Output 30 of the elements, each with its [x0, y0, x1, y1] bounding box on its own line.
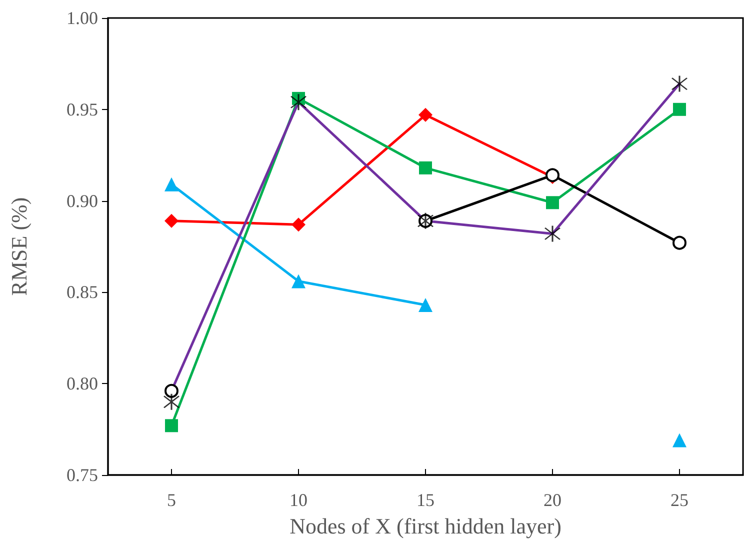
point	[673, 102, 686, 116]
point	[672, 433, 686, 448]
x-axis-title: Nodes of X (first hidden layer)	[290, 514, 562, 538]
point	[164, 394, 180, 410]
point	[672, 236, 686, 250]
y-tick-label: 0.95	[66, 99, 98, 120]
point	[164, 214, 178, 228]
y-tick-label: 0.90	[66, 190, 98, 211]
point	[544, 226, 560, 242]
point	[672, 76, 688, 92]
point	[546, 196, 559, 210]
x-tick-label: 5	[167, 490, 176, 510]
point	[418, 108, 432, 122]
y-tick-label: 0.75	[66, 465, 98, 485]
x-tick-label: 25	[670, 490, 688, 510]
x-tick-label: 15	[416, 490, 434, 510]
point	[164, 177, 178, 192]
point	[419, 161, 432, 174]
y-tick-label: 0.85	[66, 282, 98, 302]
y-axis-title: RMSE (%)	[6, 197, 32, 296]
point	[165, 419, 178, 432]
point	[418, 298, 432, 312]
point	[292, 218, 306, 232]
y-tick-label: 0.80	[66, 374, 98, 394]
point	[164, 384, 178, 398]
x-tick-label: 20	[544, 490, 562, 510]
y-tick-label: 1.00	[66, 8, 98, 28]
x-tick-label: 10	[290, 490, 308, 510]
point	[290, 94, 306, 110]
point	[292, 274, 306, 288]
